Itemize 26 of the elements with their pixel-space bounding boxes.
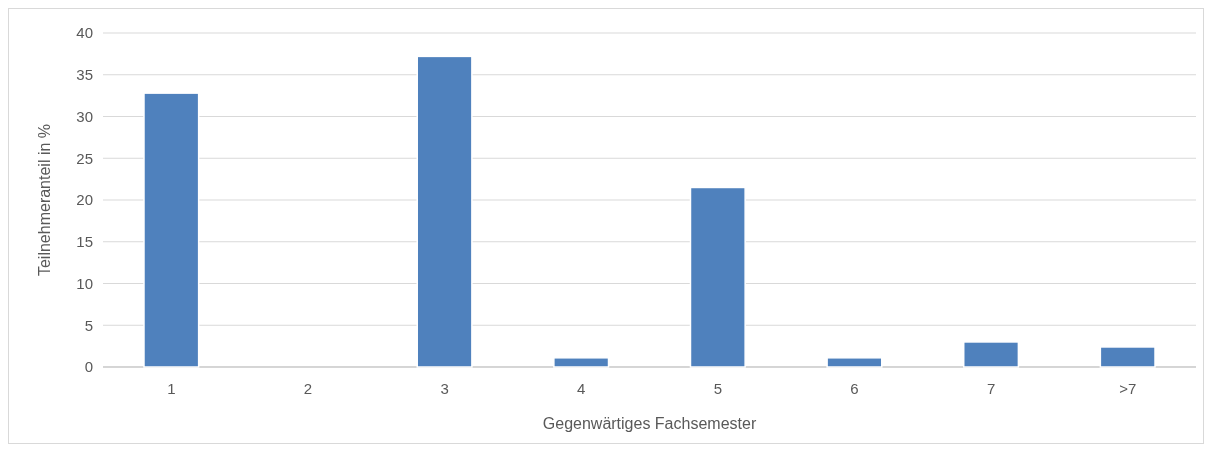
x-axis-title: Gegenwärtiges Fachsemester [542, 415, 757, 432]
y-tick-label: 40 [76, 24, 93, 42]
y-tick-label: 25 [76, 149, 93, 167]
bar [689, 186, 746, 368]
bar [416, 55, 473, 368]
x-tick-label: 2 [303, 380, 313, 397]
y-tick-label: 30 [76, 107, 93, 125]
bar [1099, 346, 1156, 368]
x-tick-label: 4 [577, 380, 586, 397]
x-tick-label: 3 [440, 380, 449, 397]
y-tick-label: 15 [76, 233, 93, 250]
x-tick-label: 6 [850, 380, 859, 397]
bar [143, 92, 200, 368]
bar [826, 357, 883, 368]
y-tick-label: 5 [84, 316, 93, 334]
x-tick-label: >7 [1119, 380, 1137, 397]
x-tick-label: 7 [986, 380, 996, 397]
bar [962, 341, 1020, 368]
y-tick-label: 35 [76, 66, 93, 83]
y-tick-label: 20 [76, 191, 93, 209]
x-tick-label: 1 [167, 380, 176, 397]
y-tick-label: 0 [84, 358, 93, 376]
y-tick-label: 10 [76, 274, 93, 292]
bar [553, 357, 610, 368]
x-tick-label: 5 [713, 380, 722, 397]
y-axis-title: Teilnehmeranteil in % [36, 123, 53, 277]
